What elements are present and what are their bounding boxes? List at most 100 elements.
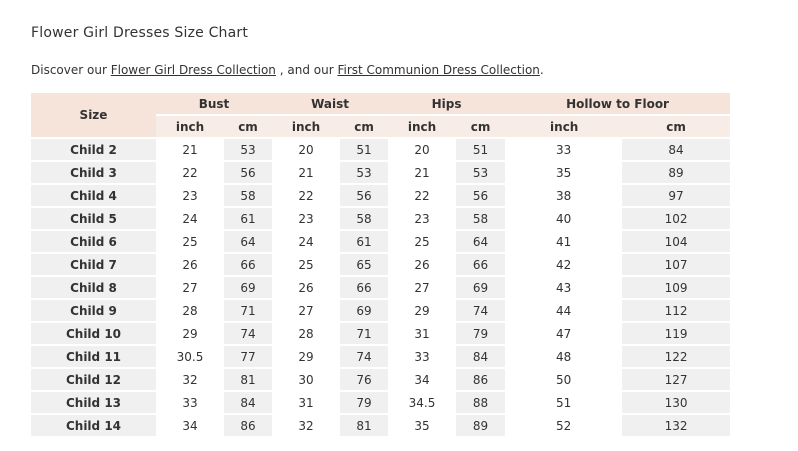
value-cell: 28 xyxy=(156,299,224,323)
unit-header-inch: inch xyxy=(505,115,623,139)
value-cell: 21 xyxy=(272,161,341,185)
value-cell: 77 xyxy=(224,345,273,369)
value-cell: 33 xyxy=(156,391,224,415)
size-header: Size xyxy=(31,93,156,139)
value-cell: 21 xyxy=(156,138,224,162)
value-cell: 26 xyxy=(388,253,457,277)
value-cell: 22 xyxy=(156,161,224,185)
unit-header-cm: cm xyxy=(622,115,731,139)
value-cell: 109 xyxy=(622,276,731,300)
value-cell: 20 xyxy=(388,138,457,162)
value-cell: 41 xyxy=(505,230,623,254)
value-cell: 84 xyxy=(622,138,731,162)
value-cell: 53 xyxy=(224,138,273,162)
value-cell: 61 xyxy=(340,230,389,254)
value-cell: 26 xyxy=(272,276,341,300)
value-cell: 25 xyxy=(156,230,224,254)
unit-header-inch: inch xyxy=(272,115,341,139)
value-cell: 56 xyxy=(224,161,273,185)
intro-prefix: Discover our xyxy=(31,63,111,77)
value-cell: 51 xyxy=(456,138,506,162)
value-cell: 127 xyxy=(622,368,731,392)
value-cell: 69 xyxy=(340,299,389,323)
value-cell: 24 xyxy=(156,207,224,231)
flower-girl-collection-link[interactable]: Flower Girl Dress Collection xyxy=(110,63,276,77)
table-row: Child 2 21 53 20 51 20 51 33 84 xyxy=(31,138,731,162)
value-cell: 64 xyxy=(224,230,273,254)
value-cell: 74 xyxy=(340,345,389,369)
value-cell: 29 xyxy=(272,345,341,369)
value-cell: 66 xyxy=(340,276,389,300)
size-cell: Child 12 xyxy=(31,368,156,392)
table-row: Child 14 34 86 32 81 35 89 52 132 xyxy=(31,414,731,438)
hips-header: Hips xyxy=(388,93,506,116)
value-cell: 44 xyxy=(505,299,623,323)
bust-header: Bust xyxy=(156,93,273,116)
value-cell: 51 xyxy=(505,391,623,415)
value-cell: 119 xyxy=(622,322,731,346)
value-cell: 47 xyxy=(505,322,623,346)
value-cell: 34.5 xyxy=(388,391,457,415)
value-cell: 23 xyxy=(156,184,224,208)
value-cell: 31 xyxy=(388,322,457,346)
unit-header-cm: cm xyxy=(456,115,506,139)
value-cell: 23 xyxy=(272,207,341,231)
value-cell: 33 xyxy=(505,138,623,162)
value-cell: 61 xyxy=(224,207,273,231)
size-cell: Child 9 xyxy=(31,299,156,323)
unit-header-inch: inch xyxy=(388,115,457,139)
value-cell: 56 xyxy=(456,184,506,208)
value-cell: 27 xyxy=(156,276,224,300)
value-cell: 76 xyxy=(340,368,389,392)
value-cell: 112 xyxy=(622,299,731,323)
value-cell: 69 xyxy=(224,276,273,300)
value-cell: 32 xyxy=(156,368,224,392)
size-cell: Child 4 xyxy=(31,184,156,208)
intro-text: Discover our Flower Girl Dress Collectio… xyxy=(31,63,544,77)
first-communion-collection-link[interactable]: First Communion Dress Collection xyxy=(337,63,540,77)
value-cell: 20 xyxy=(272,138,341,162)
value-cell: 32 xyxy=(272,414,341,438)
unit-header-cm: cm xyxy=(224,115,273,139)
value-cell: 53 xyxy=(456,161,506,185)
page-title: Flower Girl Dresses Size Chart xyxy=(31,25,249,41)
value-cell: 97 xyxy=(622,184,731,208)
size-cell: Child 2 xyxy=(31,138,156,162)
value-cell: 66 xyxy=(224,253,273,277)
value-cell: 50 xyxy=(505,368,623,392)
size-chart-table: Size Bust Waist Hips Hollow to Floor inc… xyxy=(31,93,731,438)
value-cell: 42 xyxy=(505,253,623,277)
table-row: Child 10 29 74 28 71 31 79 47 119 xyxy=(31,322,731,346)
value-cell: 89 xyxy=(456,414,506,438)
table-row: Child 11 30.5 77 29 74 33 84 48 122 xyxy=(31,345,731,369)
table-row: Child 7 26 66 25 65 26 66 42 107 xyxy=(31,253,731,277)
value-cell: 27 xyxy=(388,276,457,300)
value-cell: 102 xyxy=(622,207,731,231)
value-cell: 74 xyxy=(456,299,506,323)
table-row: Child 9 28 71 27 69 29 74 44 112 xyxy=(31,299,731,323)
intro-middle: , and our xyxy=(275,63,338,77)
value-cell: 86 xyxy=(456,368,506,392)
value-cell: 52 xyxy=(505,414,623,438)
size-cell: Child 3 xyxy=(31,161,156,185)
size-cell: Child 13 xyxy=(31,391,156,415)
value-cell: 34 xyxy=(388,368,457,392)
value-cell: 31 xyxy=(272,391,341,415)
value-cell: 43 xyxy=(505,276,623,300)
value-cell: 28 xyxy=(272,322,341,346)
value-cell: 66 xyxy=(456,253,506,277)
value-cell: 69 xyxy=(456,276,506,300)
value-cell: 88 xyxy=(456,391,506,415)
value-cell: 58 xyxy=(456,207,506,231)
table-row: Child 6 25 64 24 61 25 64 41 104 xyxy=(31,230,731,254)
value-cell: 33 xyxy=(388,345,457,369)
value-cell: 35 xyxy=(388,414,457,438)
value-cell: 30 xyxy=(272,368,341,392)
value-cell: 84 xyxy=(456,345,506,369)
value-cell: 81 xyxy=(224,368,273,392)
value-cell: 58 xyxy=(224,184,273,208)
value-cell: 23 xyxy=(388,207,457,231)
value-cell: 89 xyxy=(622,161,731,185)
value-cell: 30.5 xyxy=(156,345,224,369)
value-cell: 25 xyxy=(388,230,457,254)
